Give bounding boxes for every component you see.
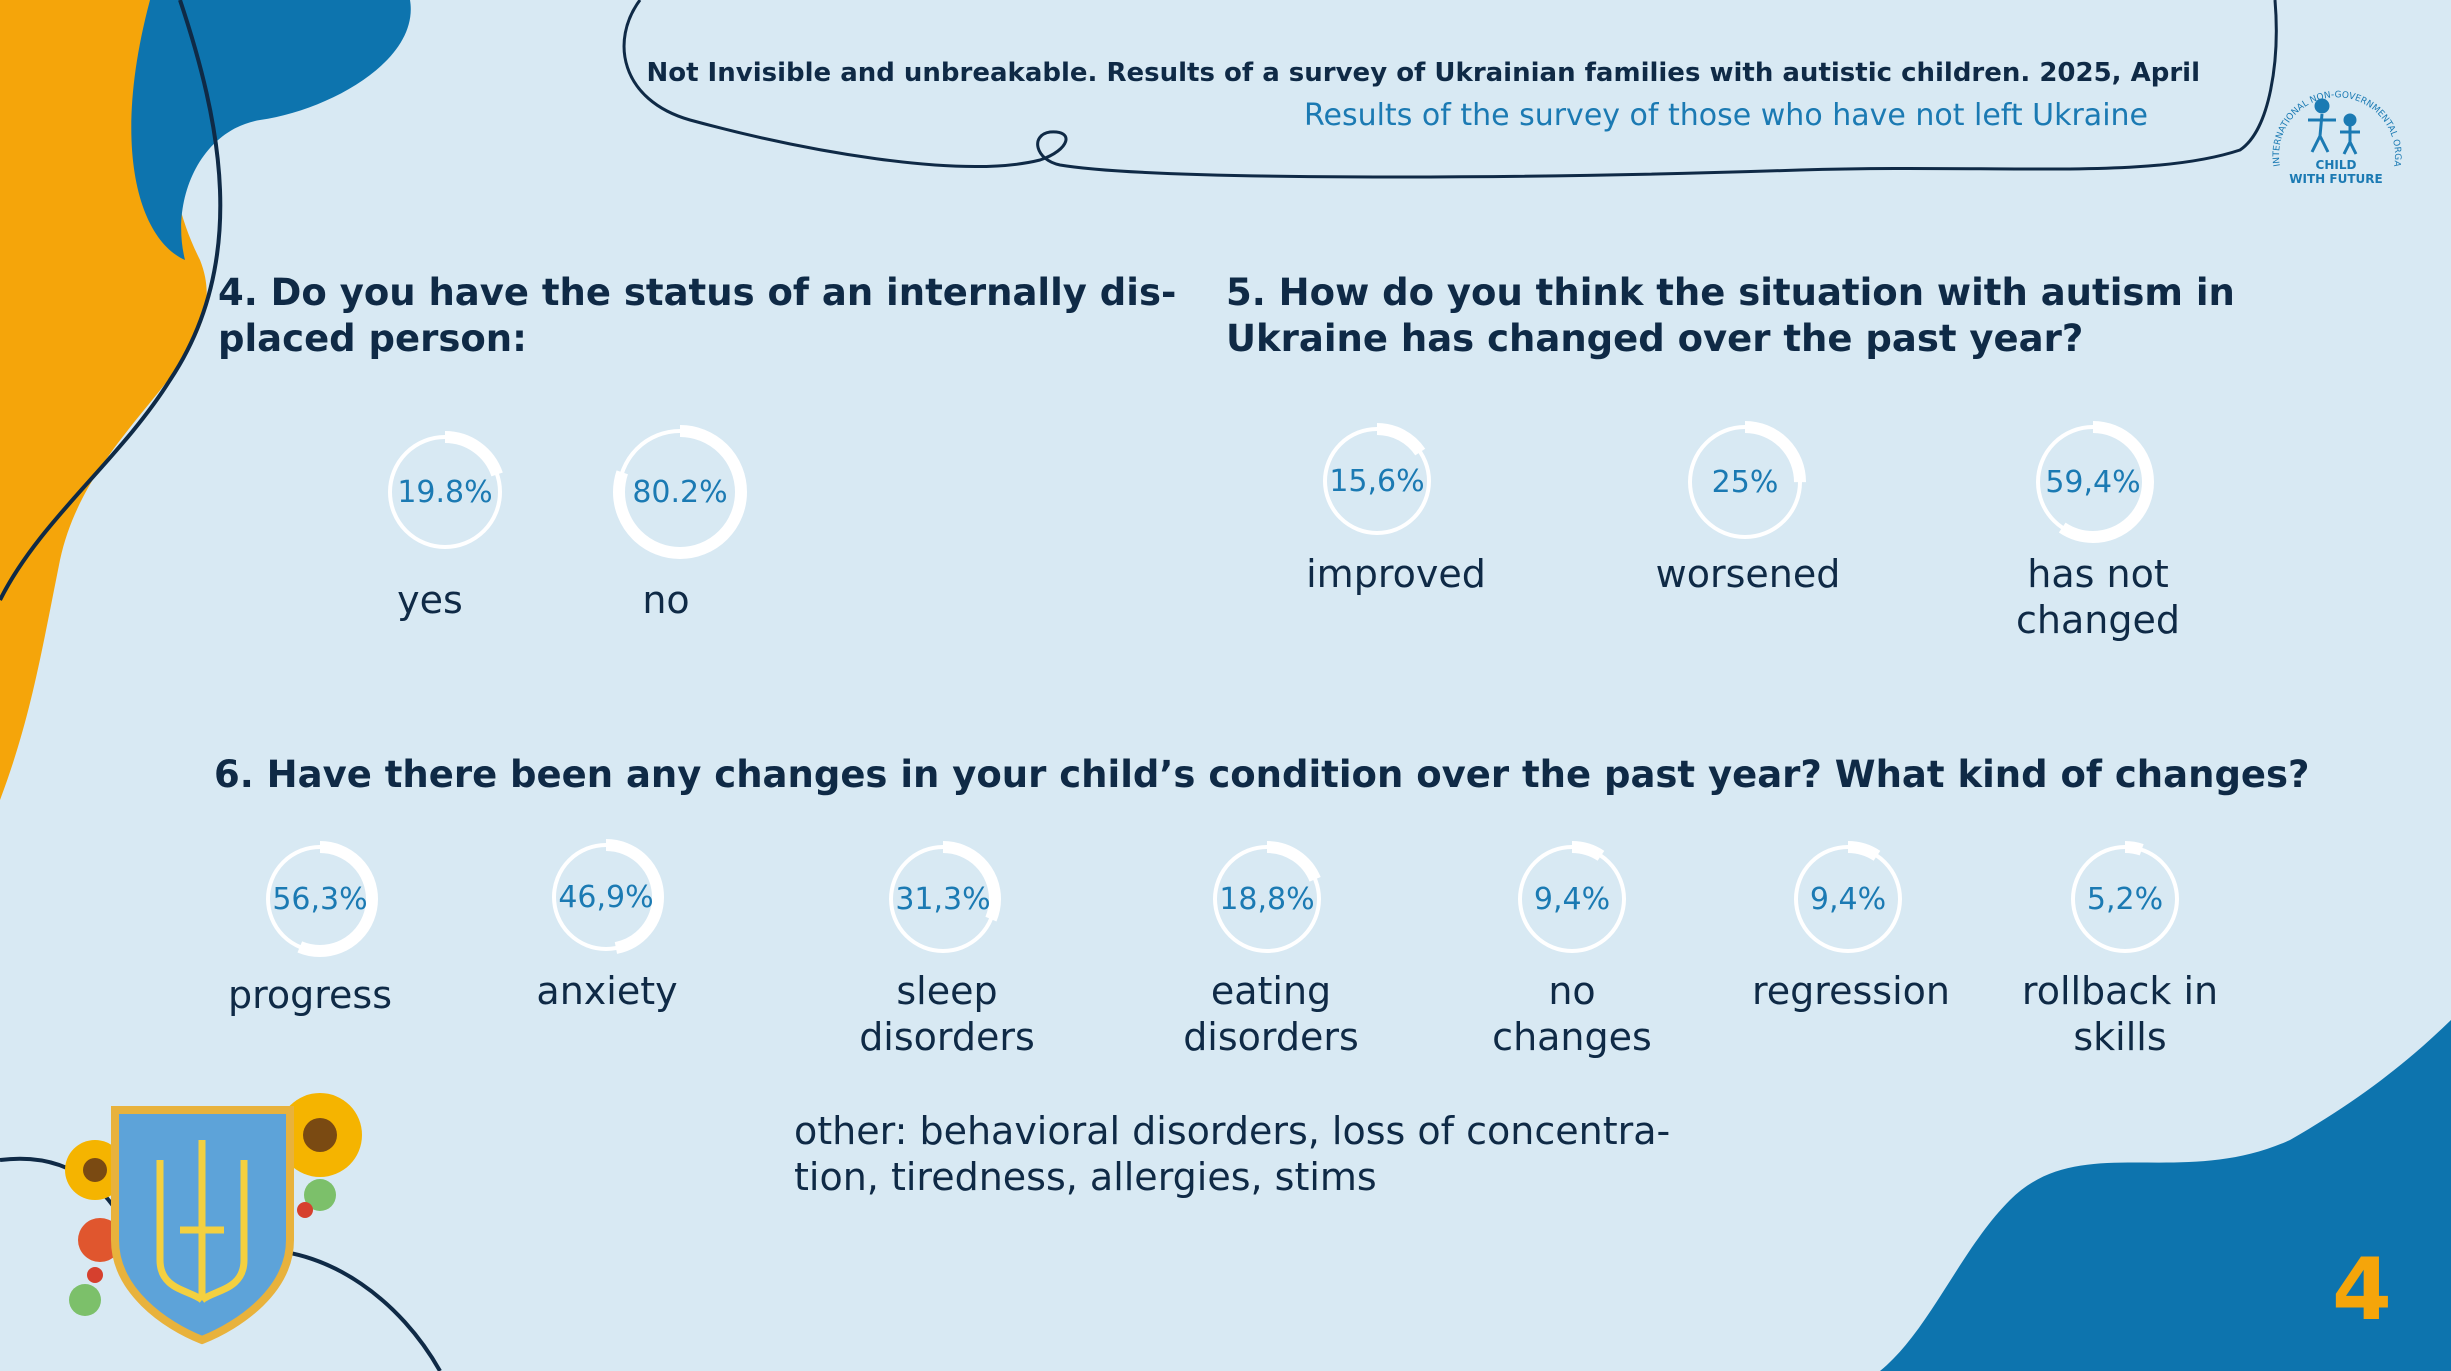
page-number: 4 <box>2332 1240 2392 1340</box>
donut-value-arc <box>1319 423 1435 539</box>
category-label-worsened: worsened <box>1655 552 1841 596</box>
coat-of-arms-emblem <box>65 1093 362 1345</box>
donut-chart-rollback-in-skills: 5,2% <box>2066 840 2184 958</box>
blue-blob-bottom-right <box>1880 1020 2451 1371</box>
donut-chart-yes: 19.8% <box>383 430 507 554</box>
donut-chart-worsened: 25% <box>1683 420 1807 544</box>
donut-ring <box>1684 421 1806 543</box>
donut-value: 9,4% <box>1809 881 1887 917</box>
donut-value-arc <box>2067 841 2183 957</box>
donut-value-arc <box>613 425 747 559</box>
donut-ring <box>885 841 1001 957</box>
category-label-yes: yes <box>397 578 463 622</box>
children-figures-icon <box>2308 98 2360 155</box>
header-swirl-line <box>622 0 2278 179</box>
category-label-has-not-changed: has not changed <box>2016 552 2180 642</box>
organization-logo: INTERNATIONAL NON-GOVERNMENTAL ORGANIZAT… <box>2262 74 2402 168</box>
donut-value-arc <box>2032 421 2154 543</box>
donut-value-arc <box>1684 421 1806 543</box>
donut-value-arc <box>1790 841 1906 957</box>
donut-value: 19.8% <box>397 474 493 510</box>
donut-ring <box>262 841 378 957</box>
donut-chart-has-not-changed: 59,4% <box>2031 420 2155 544</box>
category-label-no: no <box>642 578 690 622</box>
donut-ring <box>1790 841 1906 957</box>
donut-ring <box>1209 841 1325 957</box>
donut-value: 18,8% <box>1219 881 1315 917</box>
question-6-title: 6. Have there been any changes in your c… <box>214 753 2310 796</box>
category-label-regression: regression <box>1752 969 1950 1013</box>
category-label-anxiety: anxiety <box>536 969 678 1013</box>
report-title: Not Invisible and unbreakable. Results o… <box>646 58 2200 88</box>
question-4-title: 4. Do you have the status of an internal… <box>218 271 1177 360</box>
donut-chart-anxiety: 46,9% <box>547 838 665 956</box>
donut-value-arc <box>384 431 506 553</box>
question-5-title: 5. How do you think the situation with a… <box>1226 271 2235 360</box>
donut-value: 31,3% <box>895 881 991 917</box>
category-label-progress: progress <box>227 973 393 1017</box>
donut-value: 5,2% <box>2086 881 2164 917</box>
donut-value: 56,3% <box>272 881 368 917</box>
donut-value: 15,6% <box>1329 463 1425 499</box>
donut-ring <box>2032 421 2154 543</box>
category-label-sleep-disorders: sleep disorders <box>859 969 1035 1059</box>
donut-value-arc <box>548 839 664 955</box>
category-label-rollback-in-skills: rollback in skills <box>2021 969 2219 1059</box>
donut-chart-regression: 9,4% <box>1789 840 1907 958</box>
donut-chart-no-changes: 9,4% <box>1513 840 1631 958</box>
donut-value: 80.2% <box>632 474 728 510</box>
decorative-line-left <box>0 0 223 601</box>
category-label-improved: improved <box>1306 552 1486 596</box>
donut-chart-sleep-disorders: 31,3% <box>884 840 1002 958</box>
donut-ring <box>384 431 506 553</box>
other-responses-note: other: behavioral disorders, loss of con… <box>794 1109 1671 1199</box>
donut-ring <box>1514 841 1630 957</box>
donut-value: 25% <box>1711 464 1779 500</box>
donut-value-arc <box>1209 841 1325 957</box>
donut-chart-improved: 15,6% <box>1318 422 1436 540</box>
donut-ring <box>1319 423 1435 539</box>
donut-value-arc <box>885 841 1001 957</box>
donut-value: 9,4% <box>1533 881 1611 917</box>
donut-ring <box>548 839 664 955</box>
donut-ring <box>613 425 747 559</box>
donut-value: 59,4% <box>2045 464 2141 500</box>
report-subtitle: Results of the survey of those who have … <box>1304 98 2148 133</box>
donut-chart-eating-disorders: 18,8% <box>1208 840 1326 958</box>
donut-value-arc <box>1514 841 1630 957</box>
blue-blob-top-left <box>131 0 411 260</box>
category-label-eating-disorders: eating disorders <box>1183 969 1359 1059</box>
donut-value-arc <box>262 841 378 957</box>
category-label-no-changes: no changes <box>1492 969 1652 1059</box>
logo-name: CHILD WITH FUTURE <box>2289 158 2383 186</box>
donut-chart-no: 80.2% <box>612 424 748 560</box>
donut-chart-progress: 56,3% <box>261 840 379 958</box>
donut-value: 46,9% <box>558 879 654 915</box>
donut-ring <box>2067 841 2183 957</box>
